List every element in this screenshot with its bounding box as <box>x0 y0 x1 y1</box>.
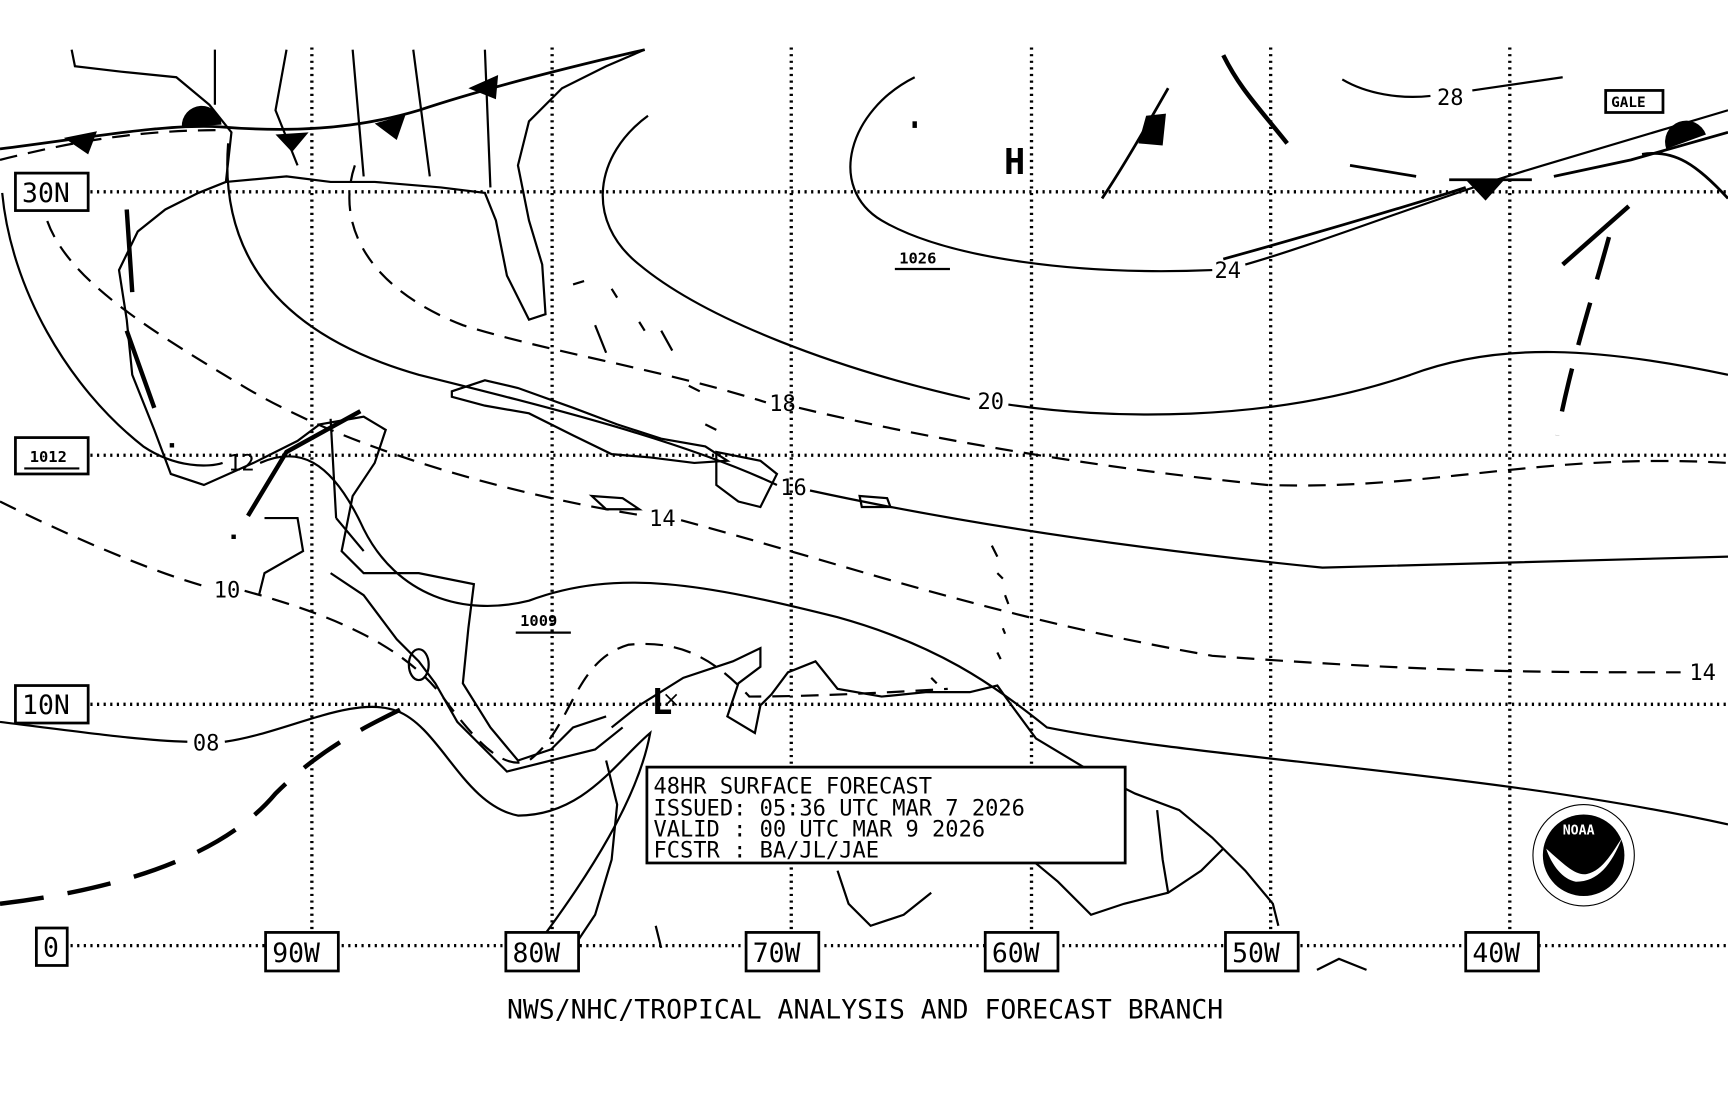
isobar-label: 14 <box>649 507 676 532</box>
graticule <box>70 47 1728 948</box>
valid-time: VALID : 00 UTC MAR 9 2026 <box>654 818 986 843</box>
low-pressure-symbol: L <box>651 682 672 723</box>
isobar-label: 10 <box>214 578 241 603</box>
low-pressure-value: 1009 <box>520 612 557 630</box>
isobar-label: 16 <box>780 476 807 501</box>
issued-time: ISSUED: 05:36 UTC MAR 7 2026 <box>654 797 1025 822</box>
isobar-label: 18 <box>769 392 796 417</box>
forecasters: FCSTR : BA/JL/JAE <box>654 838 880 863</box>
high-pressure-symbol: H <box>1004 142 1025 183</box>
latitude-labels: 30N 1012 10N 0 <box>14 171 90 967</box>
lon-label: 80W <box>512 938 560 969</box>
footer-credit: NWS/NHC/TROPICAL ANALYSIS AND FORECAST B… <box>507 994 1223 1025</box>
fronts <box>0 48 1728 906</box>
lon-label: 40W <box>1472 938 1520 969</box>
forecast-info-box: 48HR SURFACE FORECAST ISSUED: 05:36 UTC … <box>645 765 1127 865</box>
lon-label: 70W <box>753 938 801 969</box>
noaa-logo: NOAA <box>1532 804 1635 907</box>
gale-warning-box <box>1604 89 1665 114</box>
isobars <box>0 76 1728 971</box>
lon-label: 90W <box>272 938 320 969</box>
isobar-label: 14 <box>1689 661 1716 686</box>
isobar-labels: 28 24 20 18 16 14 14 12 10 08 <box>193 86 1716 757</box>
isobar-label: 12 <box>228 452 255 477</box>
lat-label-10n: 10N <box>22 690 70 721</box>
coastlines <box>70 48 1367 971</box>
lon-label: 50W <box>1232 938 1280 969</box>
high-pressure-value: 1026 <box>899 249 936 267</box>
low-center-x-icon <box>665 693 678 706</box>
longitude-labels: 90W 80W 70W 60W 50W 40W <box>264 931 1540 973</box>
isobar-label: 08 <box>193 732 220 757</box>
product-title: 48HR SURFACE FORECAST <box>654 775 933 800</box>
lat-label-0: 0 <box>43 933 59 964</box>
isobar-label: 24 <box>1214 259 1241 284</box>
isobar-label: 20 <box>978 390 1005 415</box>
lon-label: 60W <box>992 938 1040 969</box>
noaa-logo-text: NOAA <box>1563 823 1595 838</box>
isobar-label: 28 <box>1437 86 1464 111</box>
lat-label-30n: 30N <box>22 178 70 209</box>
west-pressure-value: 1012 <box>30 448 67 466</box>
gale-warning-label: GALE <box>1611 95 1645 111</box>
